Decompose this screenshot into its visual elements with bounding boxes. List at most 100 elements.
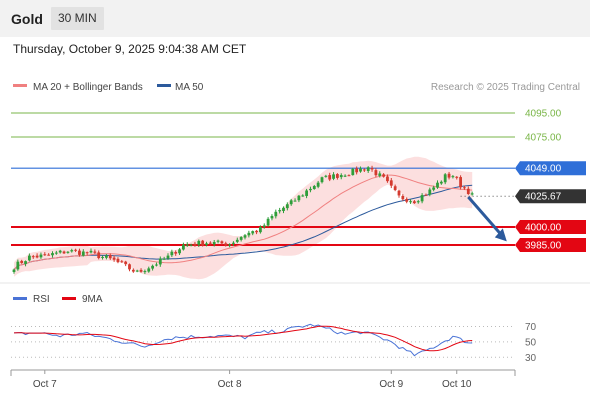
candle <box>443 173 447 185</box>
candle <box>112 255 116 262</box>
price-labels: 4095.00 4075.00 4049.00 4025.67 4000.00 3985.… <box>515 109 586 252</box>
candle <box>251 230 255 236</box>
candle <box>108 253 112 260</box>
rsi-tick-70: 70 <box>525 322 537 333</box>
candle <box>339 173 343 180</box>
candle <box>155 262 158 267</box>
candle <box>54 250 58 255</box>
candle <box>262 223 266 229</box>
svg-text:4025.67: 4025.67 <box>525 192 562 203</box>
candle <box>147 266 151 273</box>
candlesticks <box>12 165 474 275</box>
candle <box>62 250 66 254</box>
rsi-legend-swatch <box>13 297 27 300</box>
candle <box>135 269 139 273</box>
candle <box>70 248 74 253</box>
candle <box>332 172 335 181</box>
candle <box>93 249 97 254</box>
candle <box>189 243 193 247</box>
candle <box>28 253 31 262</box>
candle <box>85 251 89 256</box>
candle <box>43 252 47 256</box>
candle <box>208 241 212 245</box>
candle <box>128 263 131 272</box>
forecast-arrow-head <box>494 228 507 242</box>
candle <box>47 253 51 256</box>
candle <box>289 198 293 206</box>
candle <box>312 184 316 190</box>
candle <box>328 172 332 182</box>
candle <box>378 171 382 178</box>
candle <box>97 250 101 260</box>
candle <box>259 225 262 234</box>
candle <box>459 175 462 190</box>
ma20-legend-label: MA 20 + Bollinger Bands <box>33 82 143 93</box>
candle <box>270 214 274 221</box>
ma50-legend-label: MA 50 <box>175 82 204 93</box>
candle <box>436 180 439 189</box>
candle <box>466 186 470 195</box>
candle <box>370 165 374 172</box>
candle <box>278 207 282 214</box>
candle <box>470 191 474 196</box>
price-label-4075-00: 4075.00 <box>525 133 562 144</box>
candle <box>424 193 428 196</box>
candle <box>101 255 104 260</box>
candle <box>151 264 154 271</box>
candle <box>432 185 436 192</box>
candle <box>420 193 424 204</box>
candle <box>305 188 308 199</box>
svg-text:4095.00: 4095.00 <box>525 109 562 120</box>
candle <box>193 241 197 247</box>
candle <box>413 200 416 204</box>
candle <box>447 171 451 180</box>
chart-datetime: Thursday, October 9, 2025 9:04:38 AM CET <box>13 42 247 56</box>
candle <box>416 199 420 204</box>
candle <box>389 177 393 189</box>
candle <box>397 189 401 198</box>
candle <box>182 242 185 251</box>
rsi-legend-label: RSI <box>33 294 50 305</box>
candle <box>255 229 258 235</box>
candle <box>89 248 93 254</box>
candle <box>309 186 312 193</box>
candle <box>232 241 235 246</box>
candle <box>382 173 385 178</box>
candle <box>66 251 70 254</box>
candle <box>58 249 62 254</box>
ma50-line <box>13 184 473 270</box>
candle <box>362 168 366 173</box>
candle <box>116 257 120 264</box>
candle <box>212 239 216 247</box>
candle <box>143 269 147 275</box>
rsi-ma-legend-label: 9MA <box>82 294 103 305</box>
time-label-oct-7: Oct 7 <box>33 379 57 390</box>
candle <box>316 180 320 189</box>
candle <box>301 194 305 197</box>
timeframe-badge[interactable]: 30 MIN <box>51 7 104 30</box>
candle <box>455 176 459 180</box>
candle <box>201 239 205 247</box>
forecast-arrow-shaft <box>467 196 503 237</box>
candle <box>285 202 289 211</box>
candle <box>74 248 77 253</box>
candle <box>463 185 466 190</box>
candle <box>266 217 270 227</box>
candle <box>274 209 278 219</box>
bollinger-bands <box>14 156 473 280</box>
candle <box>124 260 128 267</box>
candle <box>336 173 339 180</box>
candle <box>162 256 166 260</box>
candle <box>174 250 178 256</box>
candle <box>282 206 285 214</box>
candle <box>35 253 39 259</box>
candle <box>439 180 443 185</box>
candle <box>158 256 162 267</box>
candle <box>343 174 347 178</box>
price-label-4095-00: 4095.00 <box>525 109 562 120</box>
time-axis-labels: Oct 7 Oct 8 Oct 9 Oct 10 <box>33 370 472 390</box>
candle <box>386 174 389 183</box>
candle <box>351 167 355 176</box>
candle <box>205 241 208 247</box>
